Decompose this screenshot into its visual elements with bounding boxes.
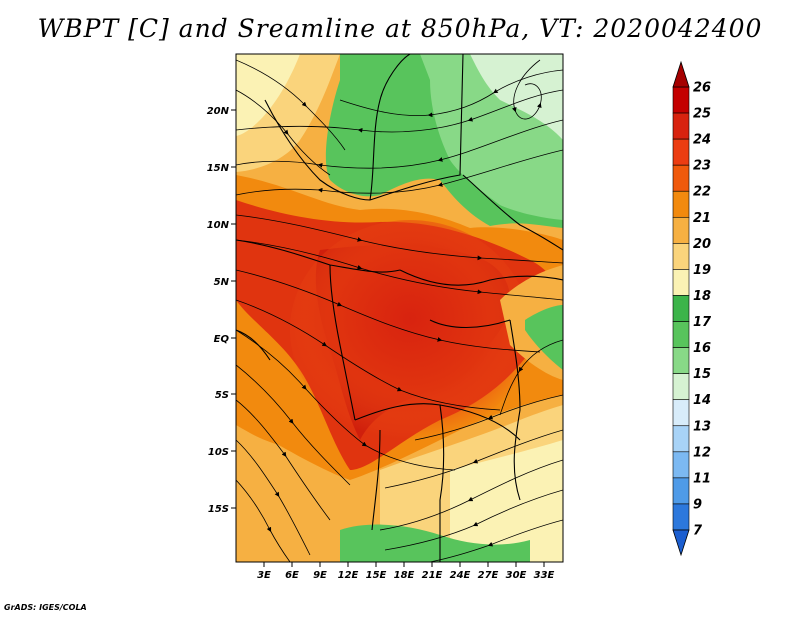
lon-label: 3E — [257, 570, 271, 581]
colorbar-cell — [672, 295, 690, 322]
lon-label: 27E — [478, 570, 499, 581]
lon-label: 6E — [285, 570, 299, 581]
shading-south-green — [340, 524, 530, 562]
shading-core-glow — [290, 220, 530, 440]
map-frame — [235, 53, 564, 563]
colorbar-label: 14 — [693, 393, 711, 408]
lon-label: 30E — [506, 570, 527, 581]
lat-axis: 20N 15N 10N 5N EQ 5S 10S 15S — [207, 106, 236, 515]
colorbar-cell — [672, 373, 690, 401]
streamlines — [236, 59, 563, 562]
colorbar-label: 20 — [693, 237, 711, 252]
colorbar-label: 15 — [693, 367, 711, 382]
colorbar-cell — [672, 347, 690, 374]
lon-axis: 3E 6E 9E 12E 15E 18E 21E 24E 27E 30E 33E — [257, 562, 555, 581]
colorbar-label: 21 — [693, 211, 711, 226]
lon-label: 21E — [422, 570, 443, 581]
colorbar-cell — [672, 321, 690, 348]
colorbar-cell — [672, 399, 690, 427]
colorbar-cell — [672, 86, 690, 114]
lat-label: 5N — [214, 277, 230, 288]
map-panel — [236, 54, 563, 562]
colorbar-label: 9 — [693, 497, 702, 512]
lon-label: 18E — [394, 570, 415, 581]
grads-credit: GrADS: IGES/COLA — [4, 603, 87, 612]
lat-label: 5S — [215, 390, 229, 401]
colorbar-labels: 26 25 24 23 22 21 20 19 18 17 16 15 14 13 12 11 9 7 — [693, 81, 712, 539]
lat-label: 15N — [207, 163, 230, 174]
colorbar-label: 24 — [693, 133, 711, 148]
colorbar-label: 7 — [693, 524, 703, 539]
colorbar-cell — [672, 138, 690, 166]
colorbar-label: 18 — [693, 289, 711, 304]
lat-label: EQ — [214, 334, 230, 345]
lon-label: 33E — [534, 570, 555, 581]
shading-nw-cream — [236, 54, 300, 136]
colorbar-label: 26 — [693, 81, 711, 96]
colorbar-top-triangle — [672, 60, 690, 88]
colorbar-label: 11 — [693, 471, 711, 486]
colorbar-label: 25 — [693, 107, 711, 122]
colorbar-cell — [672, 269, 690, 296]
shading-east-green — [525, 305, 563, 370]
lat-label: 10N — [207, 220, 230, 231]
lat-label: 10S — [208, 447, 229, 458]
lon-label: 15E — [366, 570, 387, 581]
lon-label: 9E — [313, 570, 327, 581]
lat-label: 15S — [208, 504, 229, 515]
colorbar-cells — [672, 86, 690, 531]
colorbar-label: 19 — [693, 263, 711, 278]
shading-north-palegreen — [470, 54, 563, 140]
colorbar-label: 17 — [693, 315, 712, 330]
colorbar-label: 22 — [693, 185, 711, 200]
colorbar-label: 12 — [693, 445, 711, 460]
colorbar-bottom-triangle — [672, 529, 690, 557]
colorbar-cell — [672, 243, 690, 270]
shading-west-coast — [236, 330, 304, 445]
lon-label: 12E — [338, 570, 359, 581]
lon-label: 24E — [450, 570, 471, 581]
lat-label: 20N — [207, 106, 230, 117]
colorbar-cell — [672, 112, 690, 140]
colorbar-cell — [672, 164, 690, 192]
colorbar-cell — [672, 451, 690, 479]
colorbar-cell — [672, 477, 690, 505]
colorbar-cell — [672, 503, 690, 531]
map-title: WBPT [C] and Sreamline at 850hPa, VT: 20… — [37, 14, 763, 43]
colorbar-cell — [672, 425, 690, 453]
colorbar-cell — [672, 216, 690, 244]
shading-se-pale — [450, 440, 563, 562]
colorbar-label: 16 — [693, 341, 711, 356]
colorbar: 26 25 24 23 22 21 20 19 18 17 16 15 14 13 12 11 9 7 — [672, 60, 712, 557]
colorbar-label: 13 — [693, 419, 711, 434]
colorbar-cell — [672, 190, 690, 218]
colorbar-label: 23 — [693, 159, 711, 174]
